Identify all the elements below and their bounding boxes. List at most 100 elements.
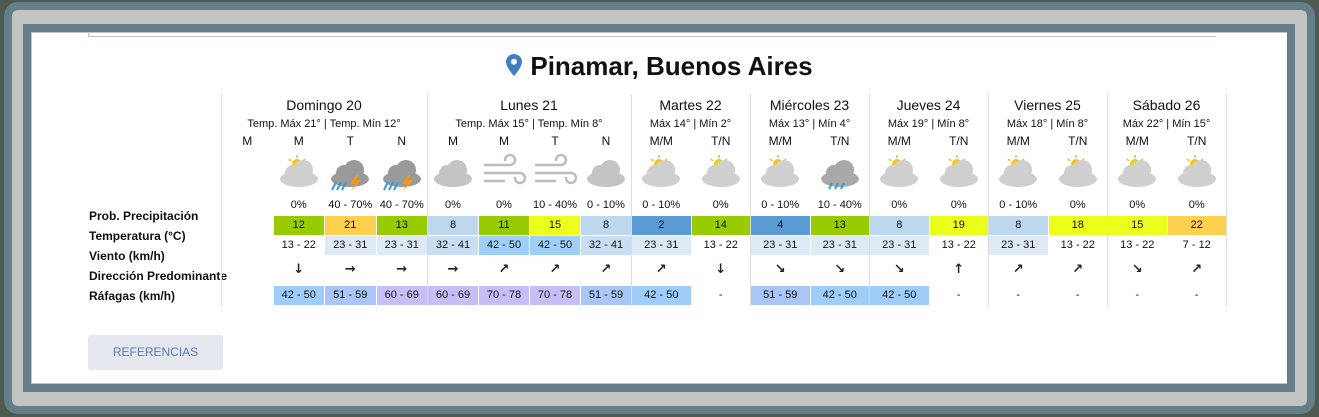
gusts: - [1135,289,1140,301]
precipitation: 10 - 40% [817,199,862,211]
wind-direction: → [396,262,408,277]
precipitation: 0% [1069,199,1086,211]
column-separator [631,94,632,306]
wind-direction: ↘ [1131,262,1143,277]
weather-icon [989,153,1048,196]
gusts: 42 - 50 [632,286,691,305]
day-name: Jueves 24 [896,97,961,113]
weather-icon [811,153,870,196]
temperature: 2 [632,216,691,235]
precipitation: 0% [891,199,908,211]
gusts: - [1194,289,1199,301]
gusts: - [1016,289,1021,301]
precipitation: 0% [496,199,512,211]
period-label: T/N [1068,134,1088,148]
gusts: 51 - 59 [325,286,376,305]
temperature: 18 [1048,216,1107,235]
wind: 23 - 31 [325,236,376,255]
wind: 13 - 22 [703,239,738,251]
temperature: 12 [273,216,324,235]
wind: 7 - 12 [1182,239,1211,251]
period-label: M [242,134,253,148]
weather-icon [1108,153,1167,196]
period-label: M/M [1125,134,1149,148]
temperature: 8 [989,216,1048,235]
period-label: T [551,134,559,148]
wind-direction: ↘ [893,262,905,277]
gusts: 51 - 59 [581,286,631,305]
day-name: Domingo 20 [286,97,362,113]
gusts: 51 - 59 [751,286,810,305]
period-label: M [448,134,458,148]
row-label: Prob. Precipitación [89,209,199,223]
column-separator [1107,94,1108,306]
temperature: 15 [530,216,580,235]
weather-icon [930,153,989,196]
references-button[interactable]: REFERENCIAS [88,335,223,370]
period-label: M [499,134,509,148]
wind-direction: → [447,262,459,277]
wind-direction: ↓ [715,262,727,277]
period-label: T [346,134,354,148]
wind: 23 - 31 [870,236,929,255]
weather-icon [530,153,580,196]
temperature: 13 [810,216,869,235]
day-temps: Temp. Máx 21° | Temp. Mín 12° [247,118,401,130]
wind: 42 - 50 [479,236,529,255]
day-temps: Máx 19° | Mín 8° [887,118,970,130]
wind-direction: ↘ [774,262,786,277]
precipitation: 0% [290,199,307,211]
wind-direction: ↗ [1072,262,1084,277]
weather-icon [479,153,529,196]
period-label: M [293,134,304,148]
precipitation: 10 - 40% [532,199,578,211]
wind: 32 - 41 [428,236,478,255]
period-label: T/N [711,134,731,148]
gusts: 70 - 78 [530,286,580,305]
precipitation: 0% [445,199,461,211]
wind-direction: ↘ [834,262,846,277]
weather-icon [1049,153,1108,196]
temperature: 8 [428,216,478,235]
divider [88,36,1216,37]
weather-icon [632,153,691,196]
gusts: 42 - 50 [870,286,929,305]
day-temps: Máx 22° | Mín 15° [1122,118,1211,130]
column-separator [750,94,751,306]
wind-direction: ↗ [1012,262,1024,277]
title-text: Pinamar, Buenos Aires [530,51,813,81]
day-name: Martes 22 [659,97,722,113]
day-temps: Máx 14° | Mín 2° [649,118,732,130]
precipitation: 0% [950,199,967,211]
column-separator [869,94,870,306]
wind: 13 - 22 [941,239,976,251]
period-label: T/N [1187,134,1207,148]
period-label: N [601,134,611,148]
period-label: M/M [768,134,792,148]
gusts: 42 - 50 [810,286,869,305]
period-label: M/M [887,134,911,148]
temperature: 14 [691,216,750,235]
temperature: 22 [1167,216,1226,235]
temperature: 15 [1108,216,1167,235]
column-separator [988,94,989,306]
day-temps: Temp. Máx 15° | Temp. Mín 8° [455,118,603,130]
precipitation: 0 - 10% [587,199,625,211]
weather-icon [428,153,478,196]
wind-direction: ↑ [953,262,965,277]
gusts: 60 - 69 [428,286,478,305]
row-label: Viento (km/h) [89,249,165,263]
wind: 32 - 41 [581,236,631,255]
precipitation: 40 - 70% [379,199,424,211]
column-separator [427,94,428,306]
wind: 13 - 22 [1060,239,1095,251]
row-label: Temperatura (°C) [89,229,186,243]
forecast-panel [32,33,1287,383]
wind: 13 - 22 [281,239,316,251]
wind: 23 - 31 [751,236,810,255]
location-title: Pinamar, Buenos Aires [0,51,1319,82]
precipitation: 0 - 10% [761,199,800,211]
gusts: - [718,289,723,301]
day-temps: Máx 13° | Mín 4° [768,118,851,130]
